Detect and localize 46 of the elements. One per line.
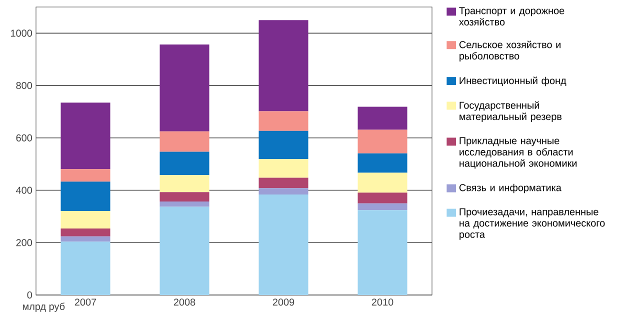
y-tick-label: 800	[16, 82, 32, 90]
bar	[358, 172, 408, 193]
legend-label: Прикладные научные исследования в области национальной экономики	[460, 137, 577, 169]
x-tick-label: 2010	[372, 298, 394, 306]
bar	[60, 242, 110, 295]
bar	[258, 188, 308, 194]
bar	[160, 152, 210, 176]
bar	[160, 44, 210, 132]
bar	[60, 210, 110, 228]
bar	[258, 111, 308, 131]
y-tick-label: 1000	[11, 30, 32, 37]
bar	[258, 178, 308, 188]
bar	[60, 228, 110, 236]
bar	[258, 194, 308, 295]
bar	[358, 130, 408, 154]
bar	[258, 20, 308, 112]
legend-label: Транспорт и дорожное хозяйство	[459, 7, 564, 26]
x-tick-label: 2008	[174, 298, 196, 306]
bar	[358, 192, 408, 204]
legend-label: Инвестиционный фонд	[460, 76, 566, 86]
x-tick-label: 2007	[74, 298, 96, 306]
bar	[258, 159, 308, 178]
y-tick-label: 200	[16, 239, 32, 246]
y-axis-title: млрд руб	[22, 302, 65, 312]
bar	[358, 106, 408, 130]
bar	[160, 202, 210, 207]
bar	[160, 206, 210, 295]
bar	[60, 102, 110, 170]
bar	[358, 210, 408, 295]
bar	[60, 169, 110, 182]
bar	[358, 153, 408, 173]
y-tick-label: 400	[16, 186, 32, 194]
legend-label: Сельское хозяйство и рыболовство	[459, 40, 560, 62]
y-tick-label: 0	[27, 291, 32, 299]
bar	[60, 182, 110, 211]
bar	[258, 130, 308, 160]
bar	[160, 192, 210, 202]
y-tick-label: 600	[16, 134, 32, 142]
legend-label: Прочиезадачи, направленные на достижение экономического роста	[460, 208, 605, 240]
bar	[160, 175, 210, 192]
legend-label: Государственный материальный резерв	[460, 101, 562, 122]
x-tick-label: 2009	[272, 298, 294, 306]
bar	[60, 236, 110, 242]
bar	[160, 131, 210, 152]
bar	[358, 203, 408, 210]
legend-label: Связь и информатика	[459, 184, 562, 194]
